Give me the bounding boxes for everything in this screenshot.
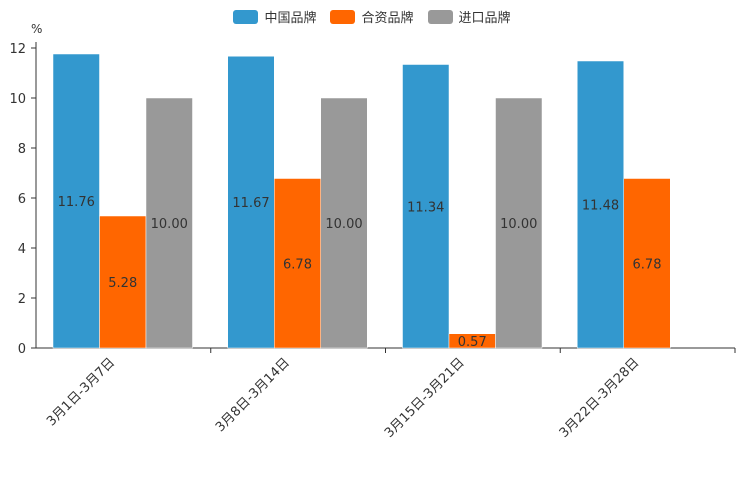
legend-label-jv-brand: 合资品牌 xyxy=(361,11,414,26)
bar-value-label: 11.76 xyxy=(58,195,95,210)
x-category-label: 3月8日-3月14日 xyxy=(213,355,293,435)
legend-item-china-brand[interactable]: 中国品牌 xyxy=(233,7,316,26)
legend-swatch-import-brand xyxy=(427,9,453,24)
y-tick-label: 4 xyxy=(18,242,26,257)
y-tick-label: 0 xyxy=(18,342,26,357)
x-category-label: 3月1日-3月7日 xyxy=(44,355,118,429)
legend-swatch-jv-brand xyxy=(330,9,356,24)
y-axis-unit-label: % xyxy=(31,22,43,36)
bar-value-label: 11.48 xyxy=(582,199,619,214)
y-tick-label: 8 xyxy=(18,142,26,157)
bar-china-0 xyxy=(52,53,100,349)
legend-label-china-brand: 中国品牌 xyxy=(264,11,317,26)
bar-value-label: 6.78 xyxy=(283,257,312,272)
bar-value-label: 6.78 xyxy=(633,257,662,272)
legend-item-jv-brand[interactable]: 合资品牌 xyxy=(330,7,414,26)
bar-jv-3 xyxy=(623,178,671,349)
bar-value-label: 0.57 xyxy=(458,335,487,350)
bar-value-label: 5.28 xyxy=(108,276,137,291)
bar-value-label: 10.00 xyxy=(500,217,537,232)
y-tick-label: 2 xyxy=(18,292,26,307)
bar-jv-0 xyxy=(99,215,147,349)
chart-legend: 中国品牌 合资品牌 进口品牌 xyxy=(0,7,744,26)
bar-china-1 xyxy=(227,56,275,349)
bar-import-2 xyxy=(495,97,543,349)
y-tick-label: 12 xyxy=(9,42,26,57)
bar-value-label: 11.67 xyxy=(232,196,269,211)
bar-value-label: 11.34 xyxy=(407,200,444,215)
legend-label-import-brand: 进口品牌 xyxy=(458,11,511,26)
bar-import-1 xyxy=(320,97,368,349)
bar-import-0 xyxy=(145,97,193,349)
bar-china-3 xyxy=(577,60,624,349)
y-tick-label: 10 xyxy=(9,92,26,107)
y-tick-label: 6 xyxy=(18,192,26,207)
legend-item-import-brand[interactable]: 进口品牌 xyxy=(427,7,511,26)
legend-swatch-china-brand xyxy=(233,9,259,24)
bar-china-2 xyxy=(402,64,450,349)
x-category-label: 3月22日-3月28日 xyxy=(557,355,643,441)
x-category-label: 3月15日-3月21日 xyxy=(382,355,468,441)
bar-value-label: 10.00 xyxy=(325,217,362,232)
bar-value-label: 10.00 xyxy=(151,217,188,232)
bar-jv-1 xyxy=(274,178,321,349)
